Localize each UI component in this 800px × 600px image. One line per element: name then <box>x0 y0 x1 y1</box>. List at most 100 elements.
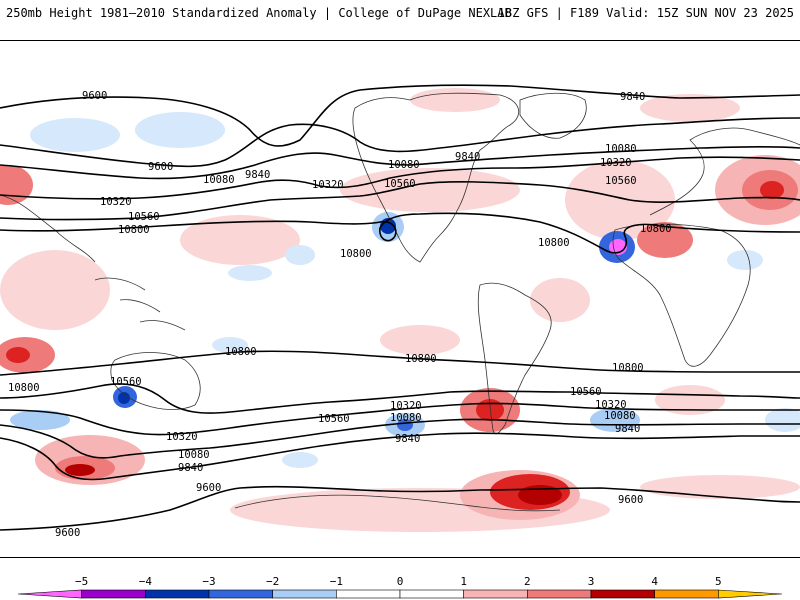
anomaly-positive <box>65 464 95 476</box>
contour-10320-south <box>0 402 800 436</box>
contour-label: 10320 <box>100 196 132 208</box>
contour-9840-south <box>0 432 800 481</box>
coast-greenland <box>519 92 587 139</box>
contour-label: 10320 <box>390 400 422 412</box>
contour-label: 10080 <box>178 449 210 461</box>
colorbar-segments <box>17 589 783 599</box>
anomaly-negative <box>10 410 70 430</box>
anomaly-positive <box>380 325 460 355</box>
contour-label: 9840 <box>455 151 480 163</box>
contour-label: 10800 <box>8 382 40 394</box>
contour-label: 9840 <box>245 169 270 181</box>
anomaly-negative <box>590 408 640 432</box>
contour-label: 9840 <box>178 462 203 474</box>
anomaly-positive <box>565 160 675 240</box>
colorbar-segment <box>336 589 401 599</box>
contour-10800-north <box>0 212 800 254</box>
contour-10320-north <box>0 156 800 200</box>
anomaly-positive <box>410 88 500 112</box>
contour-label: 10560 <box>318 413 350 425</box>
anomaly-negative <box>30 118 120 152</box>
contour-label: 10080 <box>604 410 636 422</box>
contour-label: 10560 <box>605 175 637 187</box>
colorbar-tick-label: −1 <box>330 575 343 588</box>
anomaly-map: 9600 9600 9840 9840 9840 10080 10080 100… <box>0 84 800 539</box>
anomaly-positive <box>637 222 693 258</box>
anomaly-positive <box>6 347 30 363</box>
anomaly-positive <box>340 168 520 212</box>
colorbar-tick-label: −3 <box>202 575 215 588</box>
height-contours <box>0 84 800 531</box>
contour-label: 10080 <box>390 412 422 424</box>
colorbar-ticks: −5 −4 −3 −2 −1 0 1 2 3 4 5 <box>75 575 722 588</box>
colorbar-tick-label: −2 <box>266 575 279 588</box>
colorbar-tick-label: 5 <box>715 575 722 588</box>
anomaly-negative <box>228 265 272 281</box>
colorbar-tick-label: 3 <box>588 575 595 588</box>
anomaly-positive <box>640 94 740 122</box>
contour-labels: 9600 9600 9840 9840 9840 10080 10080 100… <box>8 90 672 539</box>
anomaly-negative <box>285 245 315 265</box>
colorbar-segment <box>17 589 82 599</box>
colorbar-tick-label: 4 <box>651 575 658 588</box>
colorbar-segment <box>590 589 655 599</box>
colorbar-tick-label: 1 <box>460 575 467 588</box>
colorbar-segment <box>272 589 337 599</box>
anomaly-positive <box>530 278 590 322</box>
contour-10800-south <box>0 350 800 376</box>
contour-label: 9840 <box>395 433 420 445</box>
contour-label: 9600 <box>196 482 221 494</box>
contour-label: 9840 <box>615 423 640 435</box>
contour-label: 10800 <box>225 346 257 358</box>
contour-label: 10800 <box>118 224 150 236</box>
anomaly-negative <box>118 392 130 404</box>
anomaly-negative <box>765 408 800 432</box>
contour-label: 10560 <box>128 211 160 223</box>
contour-label: 10320 <box>600 157 632 169</box>
contour-label: 9840 <box>620 91 645 103</box>
colorbar-segment <box>654 589 719 599</box>
contour-label: 10560 <box>110 376 142 388</box>
contour-label: 10560 <box>384 178 416 190</box>
anomaly-positive <box>0 165 33 205</box>
anomaly-negative <box>212 337 248 353</box>
contour-label: 10080 <box>605 143 637 155</box>
contour-10080-south <box>0 418 800 459</box>
coast-maritime <box>94 277 186 331</box>
contour-label: 10800 <box>405 353 437 365</box>
anomaly-positive <box>180 215 300 265</box>
colorbar-tick-label: 0 <box>397 575 404 588</box>
contour-9600-south <box>0 485 800 531</box>
model-run-info: 18Z GFS | F189 Valid: 15Z SUN NOV 23 202… <box>497 6 794 20</box>
colorbar-tick-label: 2 <box>524 575 531 588</box>
colorbar-segment <box>145 589 210 599</box>
colorbar-segment <box>527 589 592 599</box>
anomaly-negative <box>727 250 763 270</box>
coast-australia <box>110 352 201 410</box>
coast-south-america <box>477 282 552 435</box>
anomaly-negative <box>135 112 225 148</box>
anomaly-positive <box>476 399 504 421</box>
contour-label: 9600 <box>55 527 80 539</box>
anomaly-colorbar: −5 −4 −3 −2 −1 0 1 2 3 4 5 <box>17 575 783 599</box>
coast-antarctica <box>234 494 561 512</box>
contour-10560-north <box>0 180 800 221</box>
contour-label: 10320 <box>166 431 198 443</box>
contour-label: 10560 <box>570 386 602 398</box>
contour-label: 10320 <box>312 179 344 191</box>
contour-10560-south <box>0 383 800 414</box>
anomaly-positive <box>640 475 800 499</box>
contour-label: 10800 <box>612 362 644 374</box>
colorbar-segment <box>399 589 464 599</box>
anomaly-shading <box>0 88 800 532</box>
contour-label: 10800 <box>340 248 372 260</box>
contour-label: 9600 <box>618 494 643 506</box>
contour-label: 9600 <box>82 90 107 102</box>
map-title: 250mb Height 1981–2010 Standardized Anom… <box>6 6 512 20</box>
contour-9600-north <box>0 84 800 147</box>
contour-label: 10320 <box>595 399 627 411</box>
contour-9840-north <box>0 117 800 168</box>
contour-label: 10080 <box>388 159 420 171</box>
anomaly-positive <box>0 250 110 330</box>
colorbar-segment <box>208 589 273 599</box>
